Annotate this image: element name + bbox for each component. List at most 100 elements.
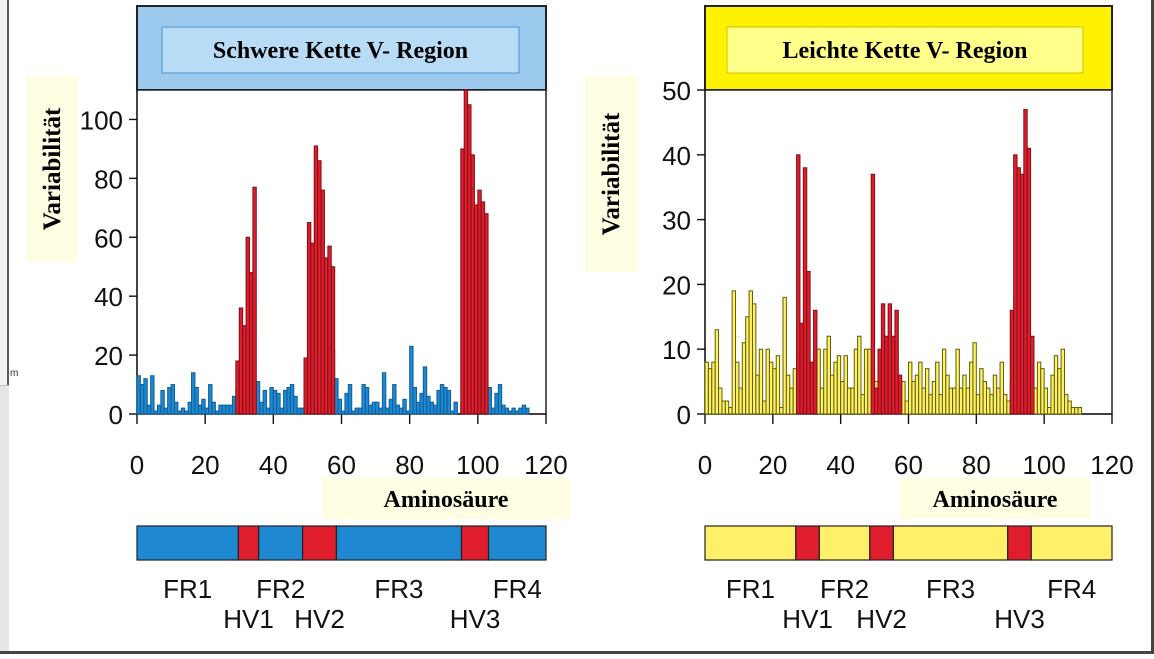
light-segment-hv1 [795, 525, 820, 561]
heavy-framework-bar [269, 386, 274, 415]
heavy-segment-label: FR4 [493, 574, 542, 604]
light-segment-label: FR2 [820, 574, 869, 604]
light-framework-bar [860, 394, 865, 415]
heavy-framework-bar [419, 392, 424, 415]
heavy-framework-bar [344, 392, 349, 415]
heavy-framework-bar [409, 345, 414, 415]
heavy-hypervariable-bar [310, 242, 315, 415]
heavy-framework-bar [225, 404, 230, 415]
light-framework-bar [962, 374, 967, 415]
light-framework-bar [1064, 394, 1069, 415]
heavy-framework-bar [364, 386, 370, 415]
light-hypervariable-bar [887, 303, 893, 415]
light-framework-bar [1040, 368, 1045, 415]
heavy-x-tick-label: 120 [524, 450, 567, 480]
light-framework-bar [718, 387, 723, 415]
light-framework-bar [901, 381, 906, 415]
light-framework-bar [972, 342, 977, 415]
light-x-tick-label: 20 [758, 450, 787, 480]
light-framework-bar [724, 400, 730, 415]
light-hypervariable-bar [1023, 108, 1028, 415]
light-framework-bar [992, 374, 998, 415]
light-y-tick-label: 20 [662, 270, 691, 300]
heavy-framework-bar [412, 386, 417, 415]
light-framework-bar [846, 387, 852, 415]
heavy-framework-bar [402, 398, 407, 415]
light-framework-bar [904, 400, 910, 415]
light-x-tick-label: 80 [962, 450, 991, 480]
light-hypervariable-bar [809, 361, 815, 415]
light-hypervariable-bar [799, 322, 804, 415]
heavy-framework-bar [204, 407, 210, 415]
heavy-framework-bar [262, 389, 268, 415]
light-framework-bar [1043, 387, 1049, 415]
light-framework-bar [816, 348, 821, 415]
heavy-framework-bar [511, 407, 516, 415]
heavy-framework-bar [368, 404, 373, 415]
light-x-label-box [900, 478, 1090, 519]
light-framework-bar [955, 348, 960, 415]
heavy-hypervariable-bar [306, 222, 312, 415]
heavy-framework-bar [197, 404, 203, 415]
light-framework-bar [1050, 374, 1055, 415]
heavy-hypervariable-bar [235, 360, 240, 415]
heavy-framework-bar [525, 407, 530, 415]
heavy-framework-bar [405, 410, 411, 415]
heavy-framework-bar [436, 389, 441, 415]
light-y-tick-label: 10 [662, 335, 691, 365]
heavy-framework-bar [173, 401, 179, 415]
light-segment-label: HV1 [782, 604, 833, 634]
heavy-framework-bar [398, 407, 404, 415]
light-segment-label: FR4 [1047, 574, 1096, 604]
light-framework-bar [738, 387, 743, 415]
heavy-segment-label: HV3 [450, 604, 501, 634]
heavy-framework-bar [218, 404, 223, 415]
left-stub [0, 0, 9, 654]
heavy-framework-bar [153, 410, 158, 415]
light-y-tick-label: 50 [662, 76, 691, 106]
light-hypervariable-bar [1019, 173, 1025, 415]
light-hypervariable-bar [870, 173, 876, 415]
light-hypervariable-bar [796, 154, 801, 415]
heavy-framework-bar [286, 386, 291, 415]
heavy-framework-bar [293, 395, 298, 415]
light-framework-bar [833, 361, 838, 415]
light-x-tick-label: 120 [1090, 450, 1133, 480]
heavy-framework-bar [146, 404, 152, 415]
light-hypervariable-bar [884, 335, 889, 415]
light-framework-bar [1067, 400, 1072, 415]
light-framework-bar [1057, 368, 1062, 415]
light-framework-bar [768, 361, 774, 415]
light-framework-bar [867, 348, 872, 415]
heavy-segment-label: HV2 [294, 604, 345, 634]
light-framework-bar [779, 407, 784, 415]
heavy-framework-bar [426, 395, 431, 415]
light-framework-bar [826, 335, 831, 415]
light-framework-bar [745, 316, 750, 415]
light-y-axis-label: Variabilität [598, 112, 625, 235]
light-framework-bar [728, 407, 733, 415]
heavy-framework-bar [494, 392, 499, 415]
light-y-tick-label: 30 [662, 206, 691, 236]
heavy-framework-bar [392, 384, 397, 415]
heavy-segment-hv2 [302, 525, 338, 561]
heavy-framework-bar [177, 410, 182, 415]
heavy-hypervariable-bar [330, 266, 336, 415]
left-stub-lower [0, 385, 9, 654]
heavy-framework-bar [228, 404, 233, 415]
heavy-framework-bar [208, 384, 213, 415]
heavy-framework-bar [361, 384, 366, 415]
heavy-segment-fr3 [335, 525, 463, 561]
heavy-hypervariable-bar [245, 236, 250, 415]
heavy-framework-bar [136, 375, 141, 415]
light-hypervariable-bar [806, 270, 811, 415]
light-framework-bar [989, 394, 994, 415]
light-framework-bar [840, 381, 845, 415]
heavy-y-tick-label: 40 [94, 282, 123, 312]
light-framework-bar [986, 387, 991, 415]
light-framework-bar [843, 355, 848, 415]
heavy-hypervariable-bar [242, 325, 247, 415]
heavy-hypervariable-bar [320, 189, 325, 415]
light-framework-bar [785, 374, 791, 415]
light-hypervariable-bar [1009, 309, 1015, 415]
